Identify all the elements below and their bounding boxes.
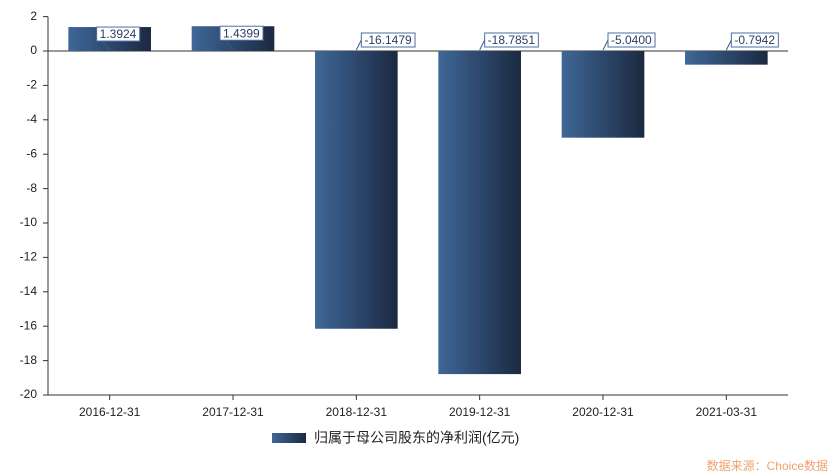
value-label: -18.7851 bbox=[488, 33, 536, 47]
y-tick-label: 0 bbox=[30, 43, 37, 57]
y-tick-label: -14 bbox=[20, 284, 38, 298]
legend-swatch bbox=[272, 433, 306, 443]
label-leader bbox=[602, 39, 609, 51]
y-tick-label: -6 bbox=[26, 146, 37, 160]
label-leader bbox=[355, 39, 362, 51]
legend-label: 归属于母公司股东的净利润(亿元) bbox=[314, 430, 519, 446]
bar bbox=[438, 51, 521, 375]
x-tick-label: 2020-12-31 bbox=[572, 405, 634, 419]
value-label-box bbox=[360, 32, 416, 48]
bar bbox=[685, 51, 768, 65]
x-tick-label: 2019-12-31 bbox=[449, 405, 511, 419]
label-leader bbox=[725, 39, 732, 51]
label-leader bbox=[479, 39, 486, 51]
y-tick-label: -2 bbox=[26, 78, 37, 92]
value-label-box bbox=[219, 25, 264, 41]
y-tick-label: -18 bbox=[20, 353, 38, 367]
y-tick-label: -12 bbox=[20, 250, 38, 264]
value-label: -16.1479 bbox=[364, 33, 412, 47]
value-label-box bbox=[730, 32, 779, 48]
y-tick-label: -4 bbox=[26, 112, 37, 126]
value-label-box bbox=[484, 32, 539, 48]
x-tick-label: 2018-12-31 bbox=[326, 405, 388, 419]
value-label: -5.0400 bbox=[611, 33, 652, 47]
value-label: -0.7942 bbox=[734, 33, 775, 47]
value-label: 1.3924 bbox=[100, 27, 137, 41]
value-label: 1.4399 bbox=[223, 26, 260, 40]
bar bbox=[561, 51, 645, 138]
y-tick-label: -16 bbox=[20, 318, 38, 332]
y-tick-label: -8 bbox=[26, 181, 37, 195]
x-tick-label: 2016-12-31 bbox=[79, 405, 141, 419]
value-label-box bbox=[96, 26, 141, 42]
bar bbox=[315, 51, 398, 329]
x-tick-label: 2021-03-31 bbox=[696, 405, 758, 419]
value-label-box bbox=[607, 32, 656, 48]
y-tick-label: -20 bbox=[20, 387, 38, 401]
x-tick-label: 2017-12-31 bbox=[202, 405, 264, 419]
source-note: 数据来源：Choice数据 bbox=[707, 458, 828, 473]
y-tick-label: 2 bbox=[30, 9, 37, 23]
y-tick-label: -10 bbox=[20, 215, 38, 229]
